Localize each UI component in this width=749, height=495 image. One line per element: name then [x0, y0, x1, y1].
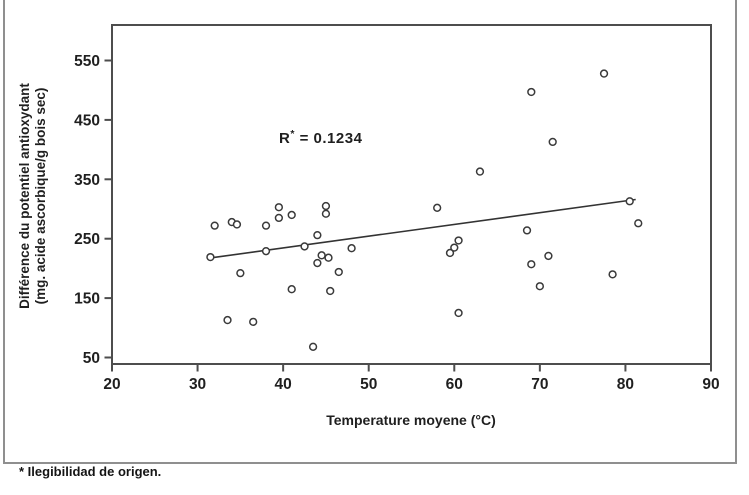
x-tick-label: 60 — [446, 376, 463, 393]
x-tick-label: 70 — [531, 376, 548, 393]
data-point — [475, 167, 485, 176]
data-point — [249, 317, 258, 327]
data-point — [300, 242, 309, 251]
data-point — [308, 342, 318, 351]
data-point — [548, 137, 557, 147]
data-point — [445, 248, 455, 258]
data-point — [236, 269, 245, 278]
data-point — [210, 221, 219, 230]
data-point — [454, 308, 463, 318]
r-squared-annotation: R* = 0.1234 — [279, 128, 362, 147]
data-point — [274, 213, 284, 223]
data-point — [313, 258, 322, 268]
x-tick-label: 50 — [360, 376, 377, 393]
data-point — [324, 253, 333, 262]
r-annotation-base: R — [279, 130, 291, 147]
x-tick-label: 40 — [275, 376, 292, 393]
data-point — [287, 285, 296, 294]
data-point — [261, 221, 271, 230]
data-point — [232, 220, 242, 229]
x-axis-label: Temperature moyene (°C) — [326, 412, 496, 428]
data-point — [321, 209, 331, 218]
plot-frame — [111, 24, 712, 365]
y-tick-label: 150 — [74, 291, 100, 308]
data-point — [599, 69, 609, 78]
data-point — [634, 219, 643, 228]
data-point — [223, 315, 232, 325]
y-tick-label: 250 — [74, 231, 100, 248]
y-tick-label: 350 — [74, 172, 100, 189]
data-point — [527, 87, 536, 97]
x-tick-label: 80 — [617, 376, 634, 393]
data-point — [454, 236, 463, 245]
data-point — [334, 267, 343, 277]
y-axis-label: Différence du potentiel antioxydant (mg.… — [17, 83, 49, 309]
data-point — [544, 251, 553, 261]
footnote: * Ilegibilidad de origen. — [19, 464, 162, 479]
x-tick-label: 30 — [189, 376, 206, 393]
data-point — [261, 247, 271, 256]
x-tick-label: 90 — [702, 376, 719, 393]
x-tick-label: 20 — [103, 376, 120, 393]
trend-line — [212, 198, 636, 259]
data-point — [287, 210, 296, 220]
data-point — [326, 286, 335, 296]
r-annotation-superscript: * — [290, 128, 295, 140]
y-axis-label-line2: (mg. acide ascorbique/g bois sec) — [33, 87, 48, 305]
data-point — [535, 282, 545, 291]
data-point — [317, 251, 326, 260]
y-tick-label: 450 — [74, 112, 100, 129]
data-point — [321, 201, 331, 211]
data-point — [206, 252, 215, 262]
data-point — [527, 260, 536, 269]
r-annotation-value: = 0.1234 — [294, 130, 363, 147]
data-point — [608, 270, 617, 279]
data-point — [522, 226, 532, 235]
data-point — [347, 244, 356, 253]
data-point — [313, 230, 322, 240]
data-point — [625, 197, 634, 206]
data-point — [433, 203, 442, 212]
data-point — [450, 243, 459, 252]
y-tick-label: 50 — [83, 350, 100, 367]
data-point — [274, 203, 284, 212]
y-tick-label: 550 — [74, 53, 100, 70]
y-axis-label-line1: Différence du potentiel antioxydant — [16, 83, 32, 309]
